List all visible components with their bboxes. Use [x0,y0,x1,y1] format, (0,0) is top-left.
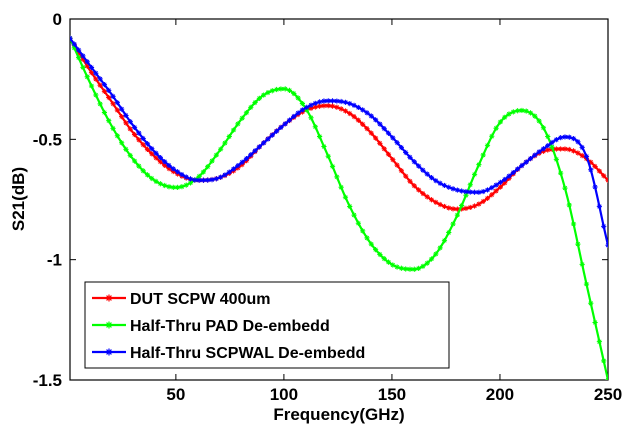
y-axis-label: S21(dB) [9,167,28,231]
legend-label: DUT SCPW 400um [130,291,270,308]
series-3 [70,35,608,248]
x-tick-label: 150 [378,385,406,404]
x-tick-label: 200 [486,385,514,404]
legend-swatch-marker [105,321,113,329]
x-axis-label: Frequency(GHz) [273,405,404,424]
y-tick-label: -1.5 [33,371,62,390]
x-tick-label: 100 [270,385,298,404]
legend-label: Half-Thru PAD De-embedd [130,318,330,335]
legend-items: DUT SCPW 400um Half-Thru PAD De-embedd Hal… [92,291,365,362]
y-tick-label: -1 [47,251,62,270]
x-tick-label: 50 [166,385,185,404]
series-2 [70,35,608,380]
series-markers [70,35,608,248]
legend-swatch-marker [105,348,113,356]
x-tick-label: 250 [594,385,622,404]
legend-box [84,281,450,369]
legend-label: Half-Thru SCPWAL De-embedd [130,345,365,362]
series-layer [70,35,608,380]
series-markers [70,35,608,380]
tick-labels: 50 100 150 200 250 0 -0.5 -1 -1.5 [33,10,622,404]
legend: DUT SCPW 400um Half-Thru PAD De-embedd Hal… [84,281,450,369]
y-tick-label: 0 [53,10,62,29]
y-tick-label: -0.5 [33,130,62,149]
legend-swatch-marker [105,294,113,302]
